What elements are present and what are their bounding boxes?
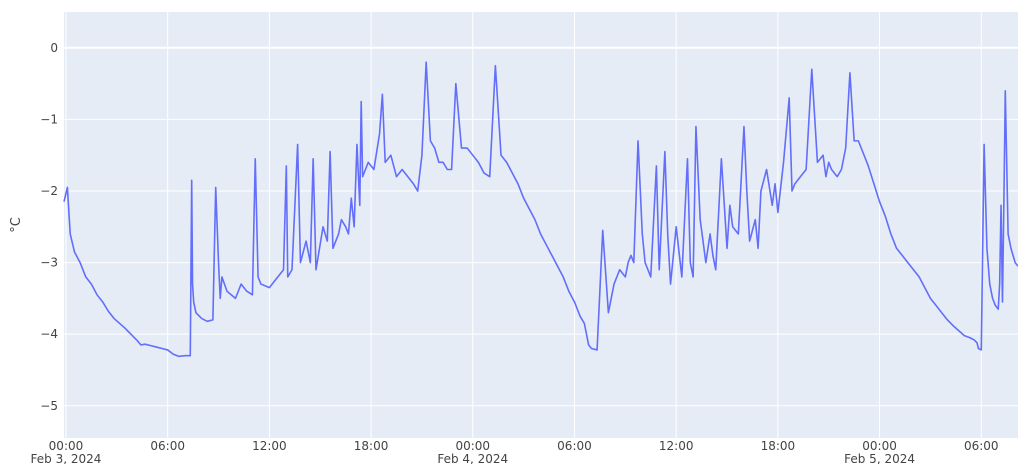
x-tick-label: 00:00	[862, 439, 897, 453]
plot-background	[64, 12, 1018, 438]
y-tick-label: −2	[40, 184, 58, 198]
y-tick-label: −5	[40, 399, 58, 413]
x-tick-label: 12:00	[659, 439, 694, 453]
x-tick-date-label: Feb 3, 2024	[31, 452, 102, 464]
series-layer	[63, 61, 1018, 358]
x-tick-label: 12:00	[252, 439, 287, 453]
x-tick-date-label: Feb 5, 2024	[844, 452, 915, 464]
x-tick-label: 06:00	[964, 439, 999, 453]
y-axis-title: °C	[9, 217, 24, 233]
series-line	[63, 61, 1018, 358]
x-tick-date-label: Feb 4, 2024	[437, 452, 508, 464]
x-tick-label: 00:00	[49, 439, 84, 453]
x-tick-label: 06:00	[150, 439, 185, 453]
y-tick-label: 0	[50, 41, 58, 55]
y-tick-label: −1	[40, 112, 58, 126]
x-tick-label: 18:00	[761, 439, 796, 453]
y-tick-label: −3	[40, 256, 58, 270]
x-tick-label: 00:00	[455, 439, 490, 453]
y-tick-label: −4	[40, 327, 58, 341]
grid-lines	[64, 12, 1018, 438]
x-tick-label: 06:00	[557, 439, 592, 453]
x-tick-label: 18:00	[354, 439, 389, 453]
y-axis: 0 −1 −2 −3 −4 −5	[40, 41, 58, 413]
